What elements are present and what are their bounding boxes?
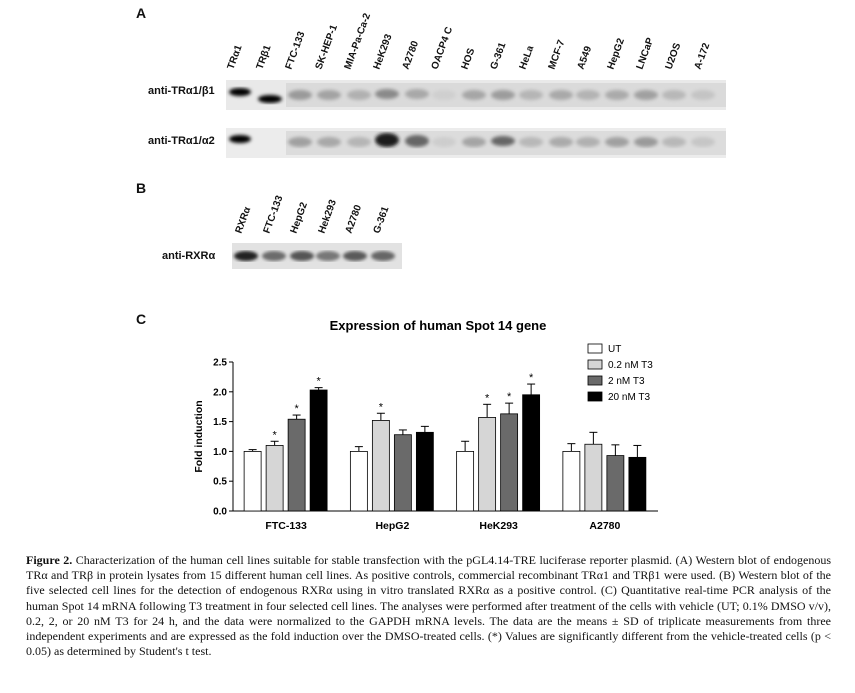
- blot-a-row-label-2: anti-TRα1/α2: [148, 135, 215, 147]
- significance-star: *: [316, 376, 321, 388]
- y-tick-label: 2.5: [213, 358, 227, 369]
- category-label: A2780: [589, 520, 620, 532]
- bar: [562, 450, 581, 512]
- caption-text: Characterization of the human cell lines…: [26, 553, 831, 659]
- lane-label-b-3: Hek293: [316, 198, 339, 235]
- bar: [478, 417, 497, 512]
- lane-label-a-12: A549: [576, 44, 595, 71]
- category-label: FTC-133: [265, 520, 307, 532]
- lane-label-a-15: U2OS: [663, 41, 684, 71]
- bar: [393, 434, 412, 512]
- bar: [522, 394, 541, 512]
- y-tick-label: 1.0: [213, 447, 227, 458]
- lane-label-b-2: HepG2: [288, 200, 311, 235]
- lane-label-b-1: FTC-133: [261, 194, 285, 235]
- bar: [628, 456, 647, 512]
- legend-swatch: [587, 375, 603, 386]
- lane-label-a-6: A2780: [400, 39, 422, 71]
- lane-label-a-13: HepG2: [605, 36, 627, 71]
- lane-label-a-0: TRα1: [225, 43, 245, 71]
- legend-swatch: [587, 359, 603, 370]
- lane-label-a-3: SK-HEP-1: [313, 23, 340, 71]
- category-label: HepG2: [375, 520, 409, 532]
- bar: [606, 455, 625, 512]
- chart-title: Expression of human Spot 14 gene: [330, 318, 547, 333]
- lane-label-a-7: OACP4 C: [430, 25, 456, 71]
- lane-label-b-4: A2780: [343, 203, 365, 235]
- lane-label-a-2: FTC-133: [284, 30, 308, 71]
- lane-label-b-5: G-361: [371, 205, 392, 235]
- bar: [584, 443, 603, 512]
- significance-star: *: [272, 429, 277, 441]
- bar: [287, 418, 306, 512]
- significance-star: *: [485, 392, 490, 404]
- lane-label-a-8: HOS: [459, 46, 478, 71]
- panel-c-letter: C: [136, 311, 147, 327]
- lane-label-a-9: G-361: [488, 41, 509, 71]
- y-axis-label: Fold induction: [193, 400, 205, 472]
- bar: [415, 431, 434, 512]
- bar: [371, 420, 390, 512]
- y-tick-label: 0.5: [213, 477, 227, 488]
- bar: [243, 450, 262, 512]
- lane-label-a-1: TRβ1: [254, 43, 274, 71]
- legend-label: 20 nM T3: [608, 392, 650, 403]
- significance-star: *: [529, 372, 534, 384]
- lane-label-a-11: MCF-7: [546, 38, 568, 71]
- legend-swatch: [587, 343, 603, 354]
- panel-a-letter: A: [136, 5, 147, 21]
- y-tick-label: 0.0: [213, 507, 227, 518]
- bar: [265, 445, 284, 512]
- bar: [456, 450, 475, 512]
- lane-label-a-10: HeLa: [517, 44, 537, 71]
- lane-label-b-0: RXRα: [233, 205, 254, 235]
- lane-label-a-5: HeK293: [371, 32, 395, 71]
- blot-a-row-label-1: anti-TRα1/β1: [148, 85, 215, 97]
- lane-label-a-16: A-172: [692, 41, 713, 71]
- blot-a-strip-1: [226, 80, 726, 110]
- figure-caption: Figure 2. Characterization of the human …: [26, 553, 831, 659]
- y-tick-label: 1.5: [213, 417, 227, 428]
- blot-a-strip-2: [226, 128, 726, 158]
- bar: [500, 413, 519, 512]
- legend-label: 2 nM T3: [608, 376, 645, 387]
- bar: [349, 450, 368, 512]
- category-label: HeK293: [479, 520, 518, 532]
- lane-label-a-14: LNCaP: [634, 36, 657, 71]
- legend-swatch: [587, 391, 603, 402]
- bar: [309, 389, 328, 512]
- spot14-bar-chart: Expression of human Spot 14 gene 0.0 0.5 1.…: [193, 318, 658, 532]
- legend-label: UT: [608, 344, 621, 355]
- significance-star: *: [379, 401, 384, 413]
- significance-star: *: [507, 391, 512, 403]
- significance-star: *: [294, 403, 299, 415]
- panel-b-letter: B: [136, 180, 147, 196]
- lane-label-a-4: MIA-Pa-Ca-2: [342, 11, 373, 71]
- legend-label: 0.2 nM T3: [608, 360, 653, 371]
- blot-b-strip: [232, 243, 402, 269]
- blot-b-row-label: anti-RXRα: [162, 250, 216, 262]
- y-tick-label: 2.0: [213, 387, 227, 398]
- caption-label: Figure 2.: [26, 553, 73, 567]
